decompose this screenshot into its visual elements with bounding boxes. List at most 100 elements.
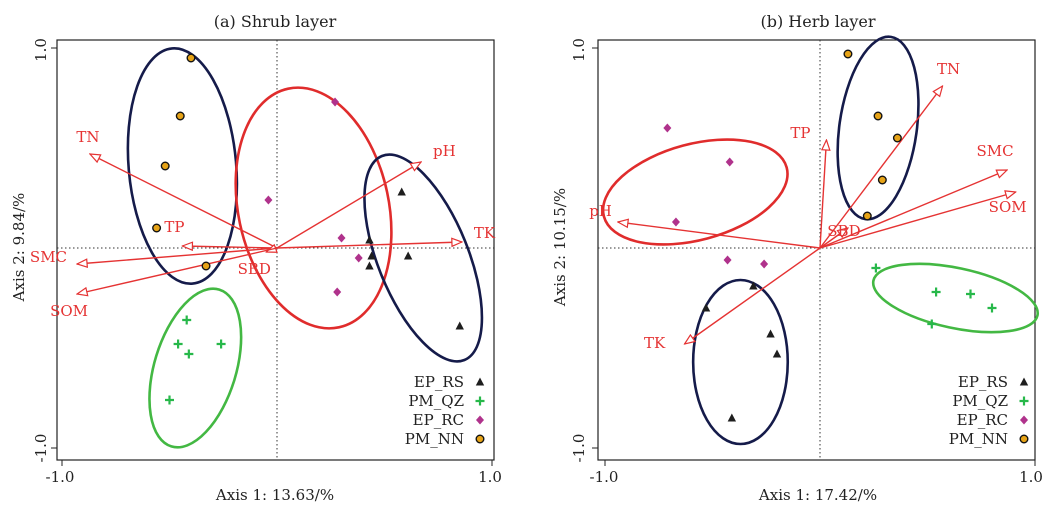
panel-b-point-ep-rs-5 (727, 413, 737, 422)
panel-b-vector-label-ph: pH (589, 202, 612, 220)
panel-b-point-ep-rs-1 (749, 281, 758, 290)
panel-b-xlabel: Axis 1: 17.42/% (758, 486, 877, 503)
panel-b-xtick-max: 1.0 (1019, 468, 1043, 486)
panel-b-point-ep-rc-3 (671, 217, 680, 227)
panel-a-ylabel: Axis 2: 9.84/% (10, 193, 28, 303)
panel-b-legend-marker-ep-rc (1020, 415, 1028, 425)
panel-a-point-pm-qz-4 (216, 339, 226, 349)
panel-b-vector-ph (618, 222, 821, 249)
panel-b-point-pm-qz-5 (927, 319, 937, 329)
panel-b-group-ellipse-1 (601, 138, 789, 246)
panel-b-point-pm-nn-4 (877, 175, 887, 185)
panel-a-vector-tk (276, 242, 462, 249)
panel-b-ytick-max: 1.0 (570, 38, 588, 62)
panel-a-xlabel: Axis 1: 13.63/% (215, 486, 334, 503)
panel-a-point-ep-rs-5 (403, 251, 413, 260)
panel-b-ytick-min: -1.0 (570, 434, 588, 463)
panel-b-vector-label-tp: TP (790, 124, 810, 142)
panel-a-vector-ph (276, 162, 421, 249)
panel-b-vector-tk (685, 247, 821, 344)
panel-a-frame (56, 39, 495, 461)
panel-a-point-ep-rs-6 (455, 321, 464, 330)
panel-a-vector-label-tp: TP (164, 218, 184, 236)
panel-b-legend-label-ep-rs: EP_RS (958, 373, 1008, 391)
panel-a-point-pm-qz-3 (184, 349, 194, 359)
panel-b-point-pm-qz-2 (931, 287, 941, 297)
panel-b-group-ellipse-4 (871, 262, 1040, 334)
panel-b-vector-sbd (819, 228, 848, 249)
panel-a-point-ep-rs-2 (365, 235, 374, 244)
panel-a-vector-label-tk: TK (474, 224, 496, 242)
panel-a-point-pm-nn-3 (160, 161, 170, 171)
panel-a-group-ellipse-3 (363, 153, 484, 363)
panel-b-vector-smc (819, 169, 1007, 249)
panel-a-title: (a) Shrub layer (214, 12, 337, 31)
panel-a-legend-marker-ep-rc (476, 415, 484, 425)
panel-b-point-ep-rs-2 (701, 303, 711, 312)
panel-b-legend-label-pm-nn: PM_NN (949, 430, 1008, 448)
panel-a-legend-label-pm-qz: PM_QZ (408, 392, 464, 410)
panel-b-vector-label-tn: TN (937, 60, 960, 78)
panel-b-legend-marker-pm-qz (1019, 396, 1029, 406)
panel-a-vector-tp (182, 246, 278, 248)
panel-b-legend-label-pm-qz: PM_QZ (952, 392, 1008, 410)
panel-a-legend-marker-ep-rs (475, 377, 485, 386)
panel-a-legend-label-ep-rc: EP_RC (413, 411, 464, 429)
panel-a-vector-label-smc: SMC (30, 248, 67, 266)
panel-b-point-ep-rc-4 (723, 255, 732, 265)
chart-marks: TN pH TP TK SMC SBD SOM TN TP SMC SOM pH SBD TK (30, 35, 1040, 466)
panel-a-legend-marker-pm-nn (475, 434, 485, 444)
panel-a-ytick-min: -1.0 (32, 434, 50, 463)
panel-b-point-pm-qz-4 (987, 303, 997, 313)
panel-a-point-pm-qz-2 (173, 339, 183, 349)
panel-a-vector-label-ph: pH (433, 142, 456, 160)
panel-a-vector-label-tn: TN (76, 128, 99, 146)
panel-b-point-ep-rc-1 (663, 123, 672, 133)
panel-a-point-ep-rc-1 (331, 97, 340, 107)
panel-b-point-pm-nn-2 (873, 111, 883, 121)
panel-a-point-ep-rs-4 (367, 251, 376, 260)
panel-b-group-ellipse-2 (836, 35, 920, 221)
panel-a-point-ep-rs-3 (365, 261, 374, 270)
panel-b-legend-marker-ep-rs (1019, 377, 1029, 386)
panel-b-group-ellipse-3 (691, 278, 790, 446)
panel-b-xtick-min: -1.0 (590, 468, 619, 486)
panel-b-point-ep-rc-5 (760, 259, 769, 269)
panel-a-ytick-max: 1.0 (32, 38, 50, 62)
panel-a-point-ep-rs-1 (397, 187, 406, 196)
panel-b-vector-label-som: SOM (989, 198, 1027, 216)
panel-a-vector-label-som: SOM (50, 302, 88, 320)
panel-b-ylabel: Axis 2: 10.15/% (551, 188, 569, 307)
panel-b-vector-label-smc: SMC (976, 142, 1013, 160)
panel-a-point-ep-rc-3 (337, 233, 346, 243)
panel-a-point-pm-nn-1 (186, 53, 196, 63)
panel-a-vector-smc (77, 247, 278, 264)
panel-a-point-ep-rc-2 (264, 195, 273, 205)
panel-b-legend-marker-pm-nn (1019, 434, 1029, 444)
panel-b-point-pm-nn-1 (843, 49, 853, 59)
panel-b-frame (597, 39, 1036, 461)
panel-b-point-pm-nn-3 (892, 133, 902, 143)
panel-a-legend-marker-pm-qz (475, 396, 485, 406)
panel-b-vector-label-tk: TK (644, 334, 666, 352)
panel-a-point-pm-nn-4 (152, 223, 162, 233)
panel-a-vector-label-sbd: SBD (238, 260, 271, 278)
panel-b-vector-tn (819, 86, 943, 249)
panel-b-title: (b) Herb layer (760, 12, 875, 31)
panel-b-point-ep-rs-3 (766, 329, 775, 338)
panel-b-point-ep-rs-4 (772, 349, 782, 358)
panel-a-group-ellipse-4 (148, 287, 243, 449)
panel-a-point-pm-qz-5 (165, 395, 174, 405)
panel-a-point-pm-qz-1 (182, 315, 192, 325)
panel-b-vector-som (819, 192, 1016, 249)
panel-b-point-pm-nn-5 (862, 211, 872, 221)
panel-a-xtick-min: -1.0 (46, 468, 75, 486)
panel-a-point-ep-rc-4 (354, 253, 363, 263)
panel-a-point-pm-nn-5 (201, 261, 211, 271)
panel-a-legend-label-ep-rs: EP_RS (414, 373, 464, 391)
panel-b-point-ep-rc-2 (725, 157, 734, 167)
panel-a-vector-tn (90, 154, 278, 249)
panel-b-vector-label-sbd: SBD (827, 222, 860, 240)
